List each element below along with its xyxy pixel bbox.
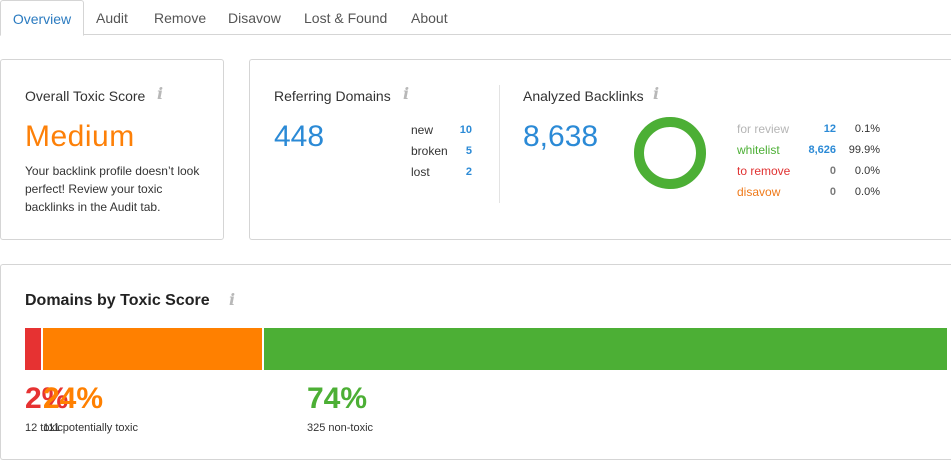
legend-to-remove-percent: 0.0% <box>854 165 880 177</box>
tab-disavow[interactable]: Disavow <box>228 10 281 26</box>
stat-value-lost[interactable]: 2 <box>465 166 472 178</box>
potentially-toxic-count-label[interactable]: 111 potentially toxic <box>43 422 138 434</box>
legend-disavow-label[interactable]: disavow <box>737 185 781 199</box>
toxic-bar-segment[interactable] <box>25 328 41 370</box>
toxic-score-description: Your backlink profile doesn’t look perfe… <box>25 164 200 214</box>
tab-audit[interactable]: Audit <box>96 10 128 26</box>
domains-by-toxic-score-card: Domains by Toxic Score i 2% 12 toxic 24%… <box>0 264 951 460</box>
tab-bar: Overview Audit Remove Disavow Lost & Fou… <box>0 0 951 36</box>
toxic-score-title: Overall Toxic Score <box>25 88 146 104</box>
legend-to-remove-count: 0 <box>829 165 836 177</box>
legend-for-review-label[interactable]: for review <box>737 122 790 136</box>
toxic-percent: 2% <box>25 382 69 415</box>
stat-label-lost: lost <box>411 165 430 179</box>
divider <box>499 85 500 203</box>
referring-domains-value[interactable]: 448 <box>274 120 325 153</box>
referring-domains-title: Referring Domains <box>274 88 391 104</box>
tab-about[interactable]: About <box>411 10 448 26</box>
info-icon[interactable]: i <box>157 84 164 103</box>
stat-value-new[interactable]: 10 <box>459 124 472 136</box>
tab-overview[interactable]: Overview <box>0 0 84 36</box>
legend-for-review-count[interactable]: 12 <box>823 123 836 135</box>
legend-whitelist-label[interactable]: whitelist <box>737 143 780 157</box>
tab-remove[interactable]: Remove <box>154 10 207 26</box>
legend-disavow-percent: 0.0% <box>854 186 880 198</box>
domains-by-toxic-score-title: Domains by Toxic Score <box>25 292 210 309</box>
stat-label-new: new <box>411 123 434 137</box>
potentially-toxic-bar-segment[interactable] <box>43 328 262 370</box>
toxic-count-label[interactable]: 12 toxic <box>25 422 63 434</box>
legend-whitelist-percent: 99.9% <box>848 144 880 156</box>
info-icon[interactable]: i <box>403 84 410 103</box>
backlinks-donut-chart <box>634 117 706 189</box>
toxic-score-card: Overall Toxic Score i Medium Your backli… <box>0 59 224 240</box>
toxic-score-level: Medium <box>25 120 135 153</box>
non-toxic-percent: 74% <box>307 382 368 415</box>
donut-whitelist-arc <box>634 117 706 189</box>
potentially-toxic-percent: 24% <box>43 382 104 415</box>
legend-for-review-percent: 0.1% <box>854 123 880 135</box>
info-icon[interactable]: i <box>229 290 236 309</box>
non-toxic-bar-segment[interactable] <box>264 328 947 370</box>
legend-whitelist-count[interactable]: 8,626 <box>808 144 836 156</box>
stat-label-broken: broken <box>411 144 448 158</box>
non-toxic-count-label[interactable]: 325 non-toxic <box>307 422 374 434</box>
legend-to-remove-label[interactable]: to remove <box>737 164 791 178</box>
legend-disavow-count: 0 <box>829 186 836 198</box>
analyzed-backlinks-value[interactable]: 8,638 <box>523 120 599 153</box>
info-icon[interactable]: i <box>653 84 660 103</box>
domains-backlinks-card: Referring Domains i 448 new 10 broken 5 … <box>249 59 951 240</box>
tab-lost-and-found[interactable]: Lost & Found <box>304 10 388 26</box>
stat-value-broken[interactable]: 5 <box>465 145 472 157</box>
analyzed-backlinks-title: Analyzed Backlinks <box>523 88 644 104</box>
